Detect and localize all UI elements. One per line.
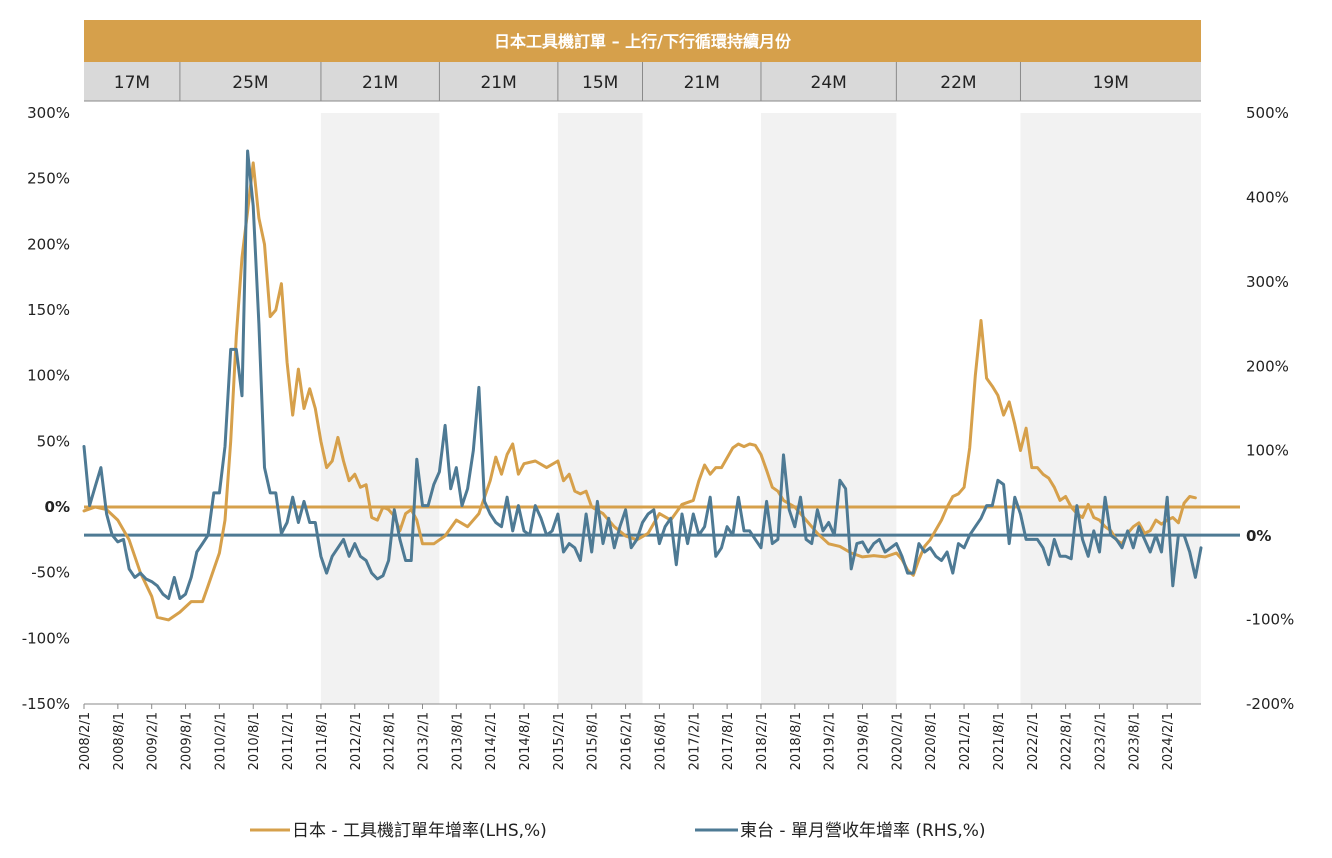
x-tick-label: 2023/8/1 <box>1127 712 1142 770</box>
shaded-cycle-8 <box>1020 113 1201 704</box>
y-right-tick-label: 400% <box>1246 188 1289 206</box>
cycle-duration-label: 21M <box>362 73 398 93</box>
y-right-tick-label: 100% <box>1246 442 1289 460</box>
cycle-duration-label: 17M <box>114 73 150 93</box>
y-axis-left: 300% 250% 200% 150% 100% 50% 0% -50% -100% -150% <box>22 104 70 713</box>
x-tick-label: 2013/2/1 <box>416 712 431 770</box>
y-left-tick-label: 250% <box>27 170 70 188</box>
title-banner <box>84 20 1201 62</box>
x-tick-label: 2021/2/1 <box>958 712 973 770</box>
shaded-cycle-2 <box>320 113 440 704</box>
series-lines <box>82 149 1203 622</box>
cycle-duration-label: 15M <box>582 73 618 93</box>
y-left-tick-label: 200% <box>27 235 70 253</box>
x-tick-label: 2022/2/1 <box>1026 712 1041 770</box>
shaded-cycle-6 <box>760 113 897 704</box>
x-tick-label: 2018/2/1 <box>755 712 770 770</box>
x-tick-label: 2014/8/1 <box>518 712 533 770</box>
x-tick-label: 2012/2/1 <box>349 712 364 770</box>
y-left-tick-label: 150% <box>27 301 70 319</box>
x-tick-label: 2011/2/1 <box>281 712 296 770</box>
x-tick-label: 2013/8/1 <box>450 712 465 770</box>
y-left-tick-label: 300% <box>27 104 70 122</box>
y-right-tick-label: 200% <box>1246 357 1289 375</box>
x-tick-label: 2011/8/1 <box>315 712 330 770</box>
y-right-tick-label: 300% <box>1246 273 1289 291</box>
y-left-tick-label: -100% <box>22 629 70 647</box>
chart-title: 日本工具機訂單 – 上行/下行循環持續月份 <box>494 32 792 51</box>
y-left-tick-label: 0% <box>45 498 70 516</box>
y-right-tick-label: 500% <box>1246 104 1289 122</box>
legend-label-taiwan: 東台 - 單月營收年增率 (RHS,%) <box>740 821 986 841</box>
x-tick-label: 2017/2/1 <box>687 712 702 770</box>
x-tick-label: 2018/8/1 <box>789 712 804 770</box>
x-tick-label: 2016/2/1 <box>620 712 635 770</box>
y-right-tick-label: -100% <box>1246 611 1294 629</box>
x-tick-label: 2019/8/1 <box>857 712 872 770</box>
x-tick-label: 2008/2/1 <box>78 712 93 770</box>
x-axis: 2008/2/1 2008/8/1 2009/2/1 2009/8/1 2010/2/1… <box>78 703 1201 770</box>
japan-orders-line <box>82 161 1197 622</box>
x-tick-label: 2016/8/1 <box>653 712 668 770</box>
x-tick-label: 2012/8/1 <box>383 712 398 770</box>
x-tick-label: 2015/8/1 <box>586 712 601 770</box>
y-left-tick-label: -150% <box>22 695 70 713</box>
x-tick-label: 2020/8/1 <box>924 712 939 770</box>
x-tick-label: 2017/8/1 <box>721 712 736 770</box>
x-tick-label: 2023/2/1 <box>1093 712 1108 770</box>
cycle-duration-label: 24M <box>811 73 847 93</box>
x-tick-label: 2010/2/1 <box>213 712 228 770</box>
x-tick-label: 2019/2/1 <box>823 712 838 770</box>
cycle-duration-label: 25M <box>232 73 268 93</box>
cycle-duration-row: 17M 25M 21M 21M 15M 21M 24M 22M 19M <box>84 62 1201 102</box>
cycle-duration-label: 21M <box>480 73 516 93</box>
cycle-duration-label: 21M <box>684 73 720 93</box>
y-axis-right: 500% 400% 300% 200% 100% -100% -200% 0% <box>1246 104 1294 713</box>
x-tick-label: 2024/2/1 <box>1161 712 1176 770</box>
shaded-cycle-4 <box>557 113 643 704</box>
cycle-shading <box>320 113 1201 704</box>
x-tick-label: 2015/2/1 <box>552 712 567 770</box>
x-tick-label: 2009/8/1 <box>180 712 195 770</box>
y-right-zero-label: 0% <box>1246 527 1271 545</box>
y-right-tick-label: -200% <box>1246 695 1294 713</box>
x-tick-label: 2014/2/1 <box>484 712 499 770</box>
legend: 日本 - 工具機訂單年增率(LHS,%) 東台 - 單月營收年增率 (RHS,%) <box>250 821 986 841</box>
cycle-duration-label: 22M <box>940 73 976 93</box>
x-tick-label: 2020/2/1 <box>890 712 905 770</box>
taiwan-revenue-line <box>82 149 1203 600</box>
x-tick-label: 2010/8/1 <box>247 712 262 770</box>
y-left-tick-label: -50% <box>31 564 70 582</box>
y-left-tick-label: 50% <box>37 432 70 450</box>
legend-label-japan: 日本 - 工具機訂單年增率(LHS,%) <box>292 821 547 841</box>
x-tick-label: 2022/8/1 <box>1060 712 1075 770</box>
y-left-tick-label: 100% <box>27 367 70 385</box>
x-tick-label: 2008/8/1 <box>112 712 127 770</box>
cycle-banner: 日本工具機訂單 – 上行/下行循環持續月份 <box>84 20 1201 62</box>
x-tick-label: 2009/2/1 <box>146 712 161 770</box>
x-tick-label: 2021/8/1 <box>992 712 1007 770</box>
cycle-duration-label: 19M <box>1093 73 1129 93</box>
